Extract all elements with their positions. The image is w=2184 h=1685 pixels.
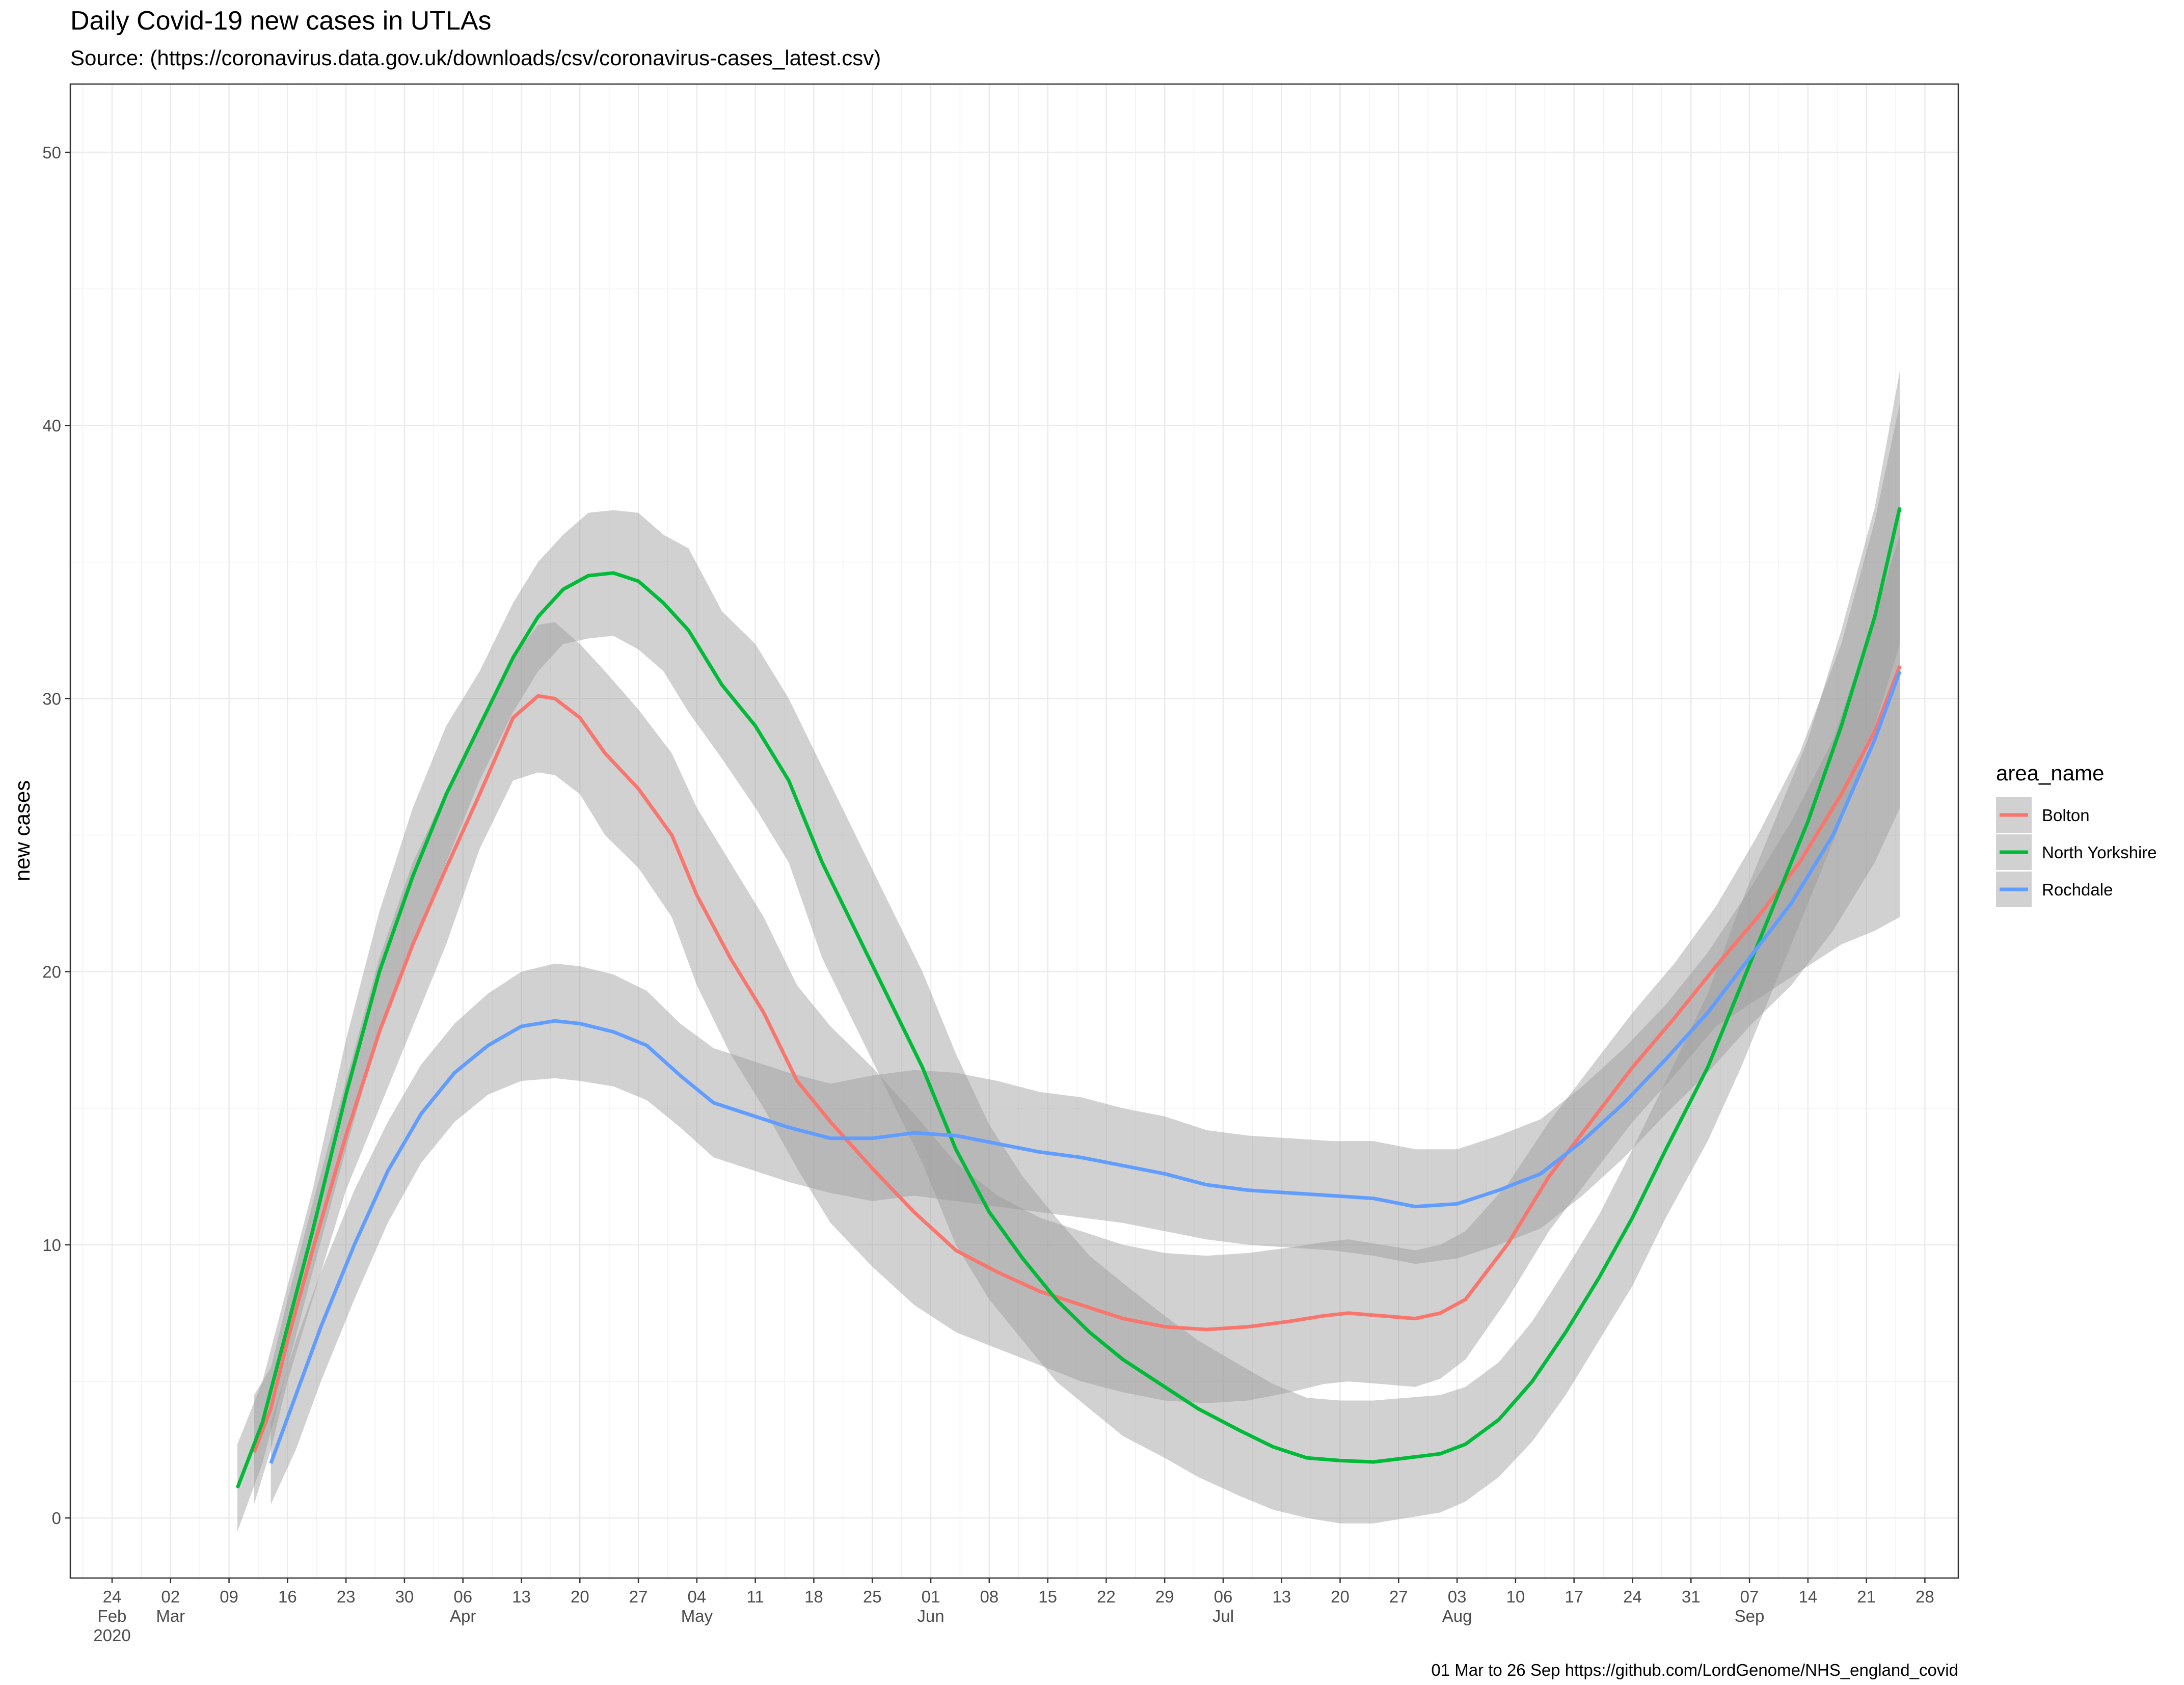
y-axis-title: new cases bbox=[10, 780, 34, 881]
y-tick-label: 50 bbox=[42, 143, 61, 162]
x-tick-label: 16 bbox=[278, 1587, 297, 1606]
series-lines bbox=[235, 507, 1902, 1489]
x-tick-label: 24 bbox=[1623, 1587, 1642, 1606]
x-tick-label: 29 bbox=[1155, 1587, 1174, 1606]
legend-title: area_name bbox=[1996, 761, 2104, 785]
x-tick-label: 01 bbox=[922, 1587, 940, 1606]
major-gridlines bbox=[70, 84, 1958, 1578]
x-tick-month-label: Apr bbox=[450, 1607, 476, 1625]
x-tick-month-label: Jun bbox=[917, 1607, 944, 1625]
x-tick-label: 30 bbox=[395, 1587, 414, 1606]
legend-item: Rochdale bbox=[1996, 872, 2113, 907]
confidence-bands bbox=[237, 371, 1900, 1532]
y-tick-label: 30 bbox=[42, 689, 61, 708]
legend-item: Bolton bbox=[1996, 797, 2090, 833]
x-tick-label: 06 bbox=[1214, 1587, 1233, 1606]
x-tick-label: 17 bbox=[1565, 1587, 1583, 1606]
confidence-band-bolton bbox=[254, 403, 1900, 1505]
y-axis: 0 10 20 30 40 50 bbox=[42, 143, 70, 1528]
legend-label: North Yorkshire bbox=[2042, 843, 2157, 862]
x-tick-label: 02 bbox=[161, 1587, 180, 1606]
y-tick-label: 10 bbox=[42, 1236, 61, 1255]
x-tick-label: 08 bbox=[980, 1587, 999, 1606]
x-tick-month-label: Sep bbox=[1735, 1607, 1765, 1625]
x-tick-label: 11 bbox=[747, 1587, 764, 1606]
x-tick-month-label: Feb bbox=[98, 1607, 127, 1625]
x-tick-label: 23 bbox=[337, 1587, 356, 1606]
series-line-rochdale bbox=[269, 670, 1902, 1464]
panel-border bbox=[69, 83, 1959, 1579]
series-line-bolton bbox=[252, 665, 1902, 1453]
x-tick-label: 04 bbox=[688, 1587, 707, 1606]
confidence-band-rochdale bbox=[271, 534, 1900, 1505]
x-tick-label: 13 bbox=[1272, 1587, 1291, 1606]
chart-title: Daily Covid-19 new cases in UTLAs bbox=[70, 6, 492, 36]
x-tick-label: 25 bbox=[863, 1587, 882, 1606]
x-tick-month-label: Jul bbox=[1212, 1607, 1234, 1625]
x-tick-label: 20 bbox=[1331, 1587, 1350, 1606]
x-tick-label: 20 bbox=[571, 1587, 589, 1606]
confidence-band-north-yorkshire bbox=[237, 371, 1900, 1532]
x-tick-label: 14 bbox=[1798, 1587, 1817, 1606]
y-tick-label: 20 bbox=[42, 963, 61, 982]
x-tick-label: 03 bbox=[1448, 1587, 1467, 1606]
x-tick-month-label: Aug bbox=[1442, 1607, 1472, 1625]
x-tick-label: 27 bbox=[1389, 1587, 1408, 1606]
x-tick-month-label: Mar bbox=[156, 1607, 185, 1625]
chart-subtitle: Source: (https://coronavirus.data.gov.uk… bbox=[70, 46, 881, 70]
series-line-north-yorkshire bbox=[235, 507, 1902, 1489]
x-tick-label: 13 bbox=[512, 1587, 531, 1606]
legend-label: Bolton bbox=[2042, 806, 2090, 825]
x-tick-label: 31 bbox=[1682, 1587, 1701, 1606]
x-tick-label: 15 bbox=[1038, 1587, 1057, 1606]
plot-panel bbox=[70, 84, 1958, 1578]
x-tick-label: 28 bbox=[1916, 1587, 1934, 1606]
x-tick-label: 07 bbox=[1740, 1587, 1759, 1606]
y-tick-label: 40 bbox=[42, 416, 61, 435]
x-tick-label: 21 bbox=[1857, 1587, 1876, 1606]
legend: area_name Bolton North Yorkshire Rochdale bbox=[1996, 761, 2157, 907]
x-tick-label: 06 bbox=[453, 1587, 472, 1606]
legend-item: North Yorkshire bbox=[1996, 834, 2157, 870]
x-tick-month-label: May bbox=[681, 1607, 713, 1625]
x-tick-label: 24 bbox=[103, 1587, 122, 1606]
x-tick-label: 22 bbox=[1097, 1587, 1116, 1606]
legend-label: Rochdale bbox=[2042, 880, 2113, 899]
minor-gridlines bbox=[70, 84, 1958, 1578]
x-tick-year-label: 2020 bbox=[93, 1626, 130, 1645]
chart-caption: 01 Mar to 26 Sep https://github.com/Lord… bbox=[1431, 1661, 1958, 1679]
x-tick-label: 10 bbox=[1506, 1587, 1525, 1606]
x-tick-label: 27 bbox=[629, 1587, 648, 1606]
y-tick-label: 0 bbox=[52, 1509, 61, 1528]
x-tick-label: 18 bbox=[804, 1587, 823, 1606]
x-tick-label: 09 bbox=[220, 1587, 238, 1606]
